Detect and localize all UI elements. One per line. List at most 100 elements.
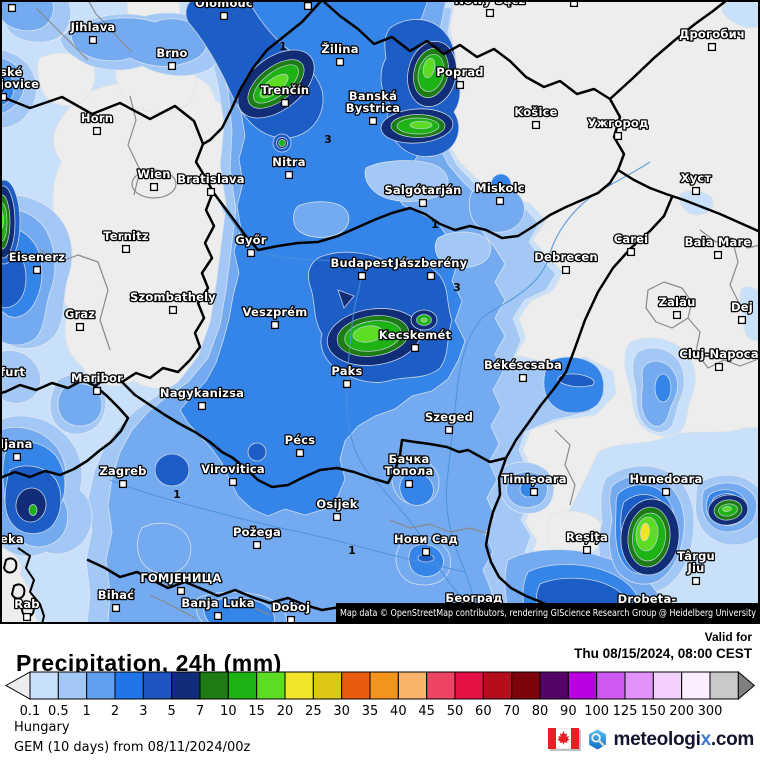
city-Timișoara: Timișoara xyxy=(500,471,568,497)
svg-text:Нови Сад: Нови Сад xyxy=(394,532,458,546)
svg-text:Poprad: Poprad xyxy=(436,65,483,79)
region-label: Hungary xyxy=(14,720,70,735)
svg-text:5: 5 xyxy=(168,704,176,719)
svg-text:15: 15 xyxy=(248,704,265,719)
city-Nowy Sącz: Nowy Sącz xyxy=(453,0,527,18)
city-Budapest: Budapest xyxy=(329,255,395,281)
city-Graz: Graz xyxy=(64,306,96,332)
svg-text:1: 1 xyxy=(83,704,91,719)
svg-text:Zagreb: Zagreb xyxy=(99,464,146,478)
national-borders xyxy=(0,0,760,622)
svg-text:furt: furt xyxy=(0,365,25,379)
brand-wordmark[interactable]: meteologix.com xyxy=(613,728,755,750)
city-ГОМЈЕНИЦА: ГОМЈЕНИЦА xyxy=(139,570,223,596)
city-Salgótarján: Salgótarján xyxy=(383,182,463,208)
valid-for-label: Valid for xyxy=(704,630,752,644)
svg-text:Nitra: Nitra xyxy=(272,155,306,169)
svg-text:Ternitz: Ternitz xyxy=(103,229,149,243)
city-Virovitica: Virovitica xyxy=(200,461,266,487)
city-Baia Mare: Baia Mare xyxy=(683,234,752,260)
svg-text:Хуст: Хуст xyxy=(681,171,712,185)
city-markers: Olomouc Jihlava Brno Žilina Trenčín Nowy Sącz… xyxy=(0,0,760,625)
city-Maribor: Maribor xyxy=(70,370,124,396)
city-Žilina: Žilina xyxy=(320,40,360,67)
meteologix-logo-icon[interactable] xyxy=(587,729,608,750)
svg-text:Paks: Paks xyxy=(331,364,362,378)
svg-text:Dej: Dej xyxy=(731,300,753,314)
model-run-label: GEM (10 days) from 08/11/2024/00z xyxy=(14,740,251,755)
city-Horn: Horn xyxy=(80,110,114,136)
city-Klagenfurt (edge): furt xyxy=(0,364,27,381)
city-Trenčín: Trenčín xyxy=(259,82,310,108)
svg-text:Hunedoara: Hunedoara xyxy=(630,472,703,486)
city-Paks: Paks xyxy=(330,363,364,389)
canada-flag-icon xyxy=(547,728,581,751)
city-Нови Сад: Нови Сад xyxy=(393,531,459,557)
svg-text:Budapest: Budapest xyxy=(331,256,394,270)
city-Poprad: Poprad xyxy=(435,64,485,90)
city-Doboj: Doboj xyxy=(270,599,311,625)
svg-text:Doboj: Doboj xyxy=(272,600,311,614)
city-Bratislava: Bratislava xyxy=(176,171,246,197)
city-Jihlava: Jihlava xyxy=(68,19,116,45)
city-České Budějovice (edge): ské jovice xyxy=(0,64,40,102)
svg-text:80: 80 xyxy=(532,704,549,719)
city-Košice: Košice xyxy=(513,104,559,130)
svg-text:90: 90 xyxy=(560,704,577,719)
svg-text:Salgótarján: Salgótarján xyxy=(384,183,461,197)
city-marker xyxy=(7,3,17,13)
city-marker xyxy=(303,1,313,11)
city-Hunedoara: Hunedoara xyxy=(628,471,704,497)
svg-text:70: 70 xyxy=(503,704,520,719)
city-Zalău: Zalău xyxy=(657,294,697,320)
svg-text:Požega: Požega xyxy=(233,525,281,539)
svg-text:Nagykanizsa: Nagykanizsa xyxy=(160,386,244,400)
svg-text:Дрогобич: Дрогобич xyxy=(679,27,745,41)
map-attribution: Map data © OpenStreetMap contributors, r… xyxy=(336,603,760,622)
city-Nitra: Nitra xyxy=(271,154,307,180)
city-Olomouc: Olomouc xyxy=(194,0,254,21)
city-Kecskemét: Kecskemét xyxy=(378,327,453,353)
river-tisza xyxy=(445,161,651,603)
svg-text:3: 3 xyxy=(139,704,147,719)
svg-text:Zalău: Zalău xyxy=(659,295,696,309)
city-Zagreb: Zagreb xyxy=(98,463,148,489)
city-Požega: Požega xyxy=(232,524,282,550)
svg-text:Virovitica: Virovitica xyxy=(201,462,265,476)
svg-text:Szeged: Szeged xyxy=(425,410,473,424)
svg-text:Baia Mare: Baia Mare xyxy=(685,235,752,249)
contour-labels: 1 3 1 3 1 1 xyxy=(173,40,461,557)
city-Београд: Београд xyxy=(444,590,504,616)
svg-text:Carei: Carei xyxy=(614,232,649,246)
river-sava xyxy=(109,479,466,573)
precip-light-patches xyxy=(293,160,492,268)
city-Debrecen: Debrecen xyxy=(533,249,599,275)
svg-text:Žilina: Žilina xyxy=(321,41,358,56)
city-Osijek: Osijek xyxy=(315,496,359,522)
regional-borders xyxy=(35,0,760,619)
brand-block: meteologix.com xyxy=(547,728,755,751)
svg-text:3: 3 xyxy=(324,133,332,146)
city-Ternitz: Ternitz xyxy=(102,228,150,254)
svg-text:ljana: ljana xyxy=(0,437,33,451)
svg-text:Brno: Brno xyxy=(156,46,187,60)
city-Szombathely: Szombathely xyxy=(129,289,217,315)
svg-text:Београд: Београд xyxy=(445,591,502,605)
svg-text:200: 200 xyxy=(669,704,694,719)
svg-text:Jászberény: Jászberény xyxy=(394,256,468,270)
svg-text:Miskolc: Miskolc xyxy=(475,181,525,195)
svg-text:Kecskemét: Kecskemét xyxy=(379,328,452,342)
svg-text:eka: eka xyxy=(0,532,24,546)
svg-text:3: 3 xyxy=(453,281,461,294)
precipitation-map[interactable]: 1 3 1 3 1 1 Olomouc Jihlava Brno Žilina Trenčín No… xyxy=(0,0,760,625)
map-canvas: 1 3 1 3 1 1 Olomouc Jihlava Brno Žilina Trenčín No… xyxy=(0,0,760,625)
city-Wien: Wien xyxy=(136,166,172,192)
legend-panel: Precipitation, 24h (mm) Valid for Thu 08… xyxy=(0,624,760,760)
svg-text:1: 1 xyxy=(173,488,181,501)
city-Târgu Jiu: Târgu Jiu xyxy=(676,548,716,586)
svg-text:Osijek: Osijek xyxy=(316,497,357,511)
svg-text:60: 60 xyxy=(475,704,492,719)
svg-text:100: 100 xyxy=(584,704,609,719)
